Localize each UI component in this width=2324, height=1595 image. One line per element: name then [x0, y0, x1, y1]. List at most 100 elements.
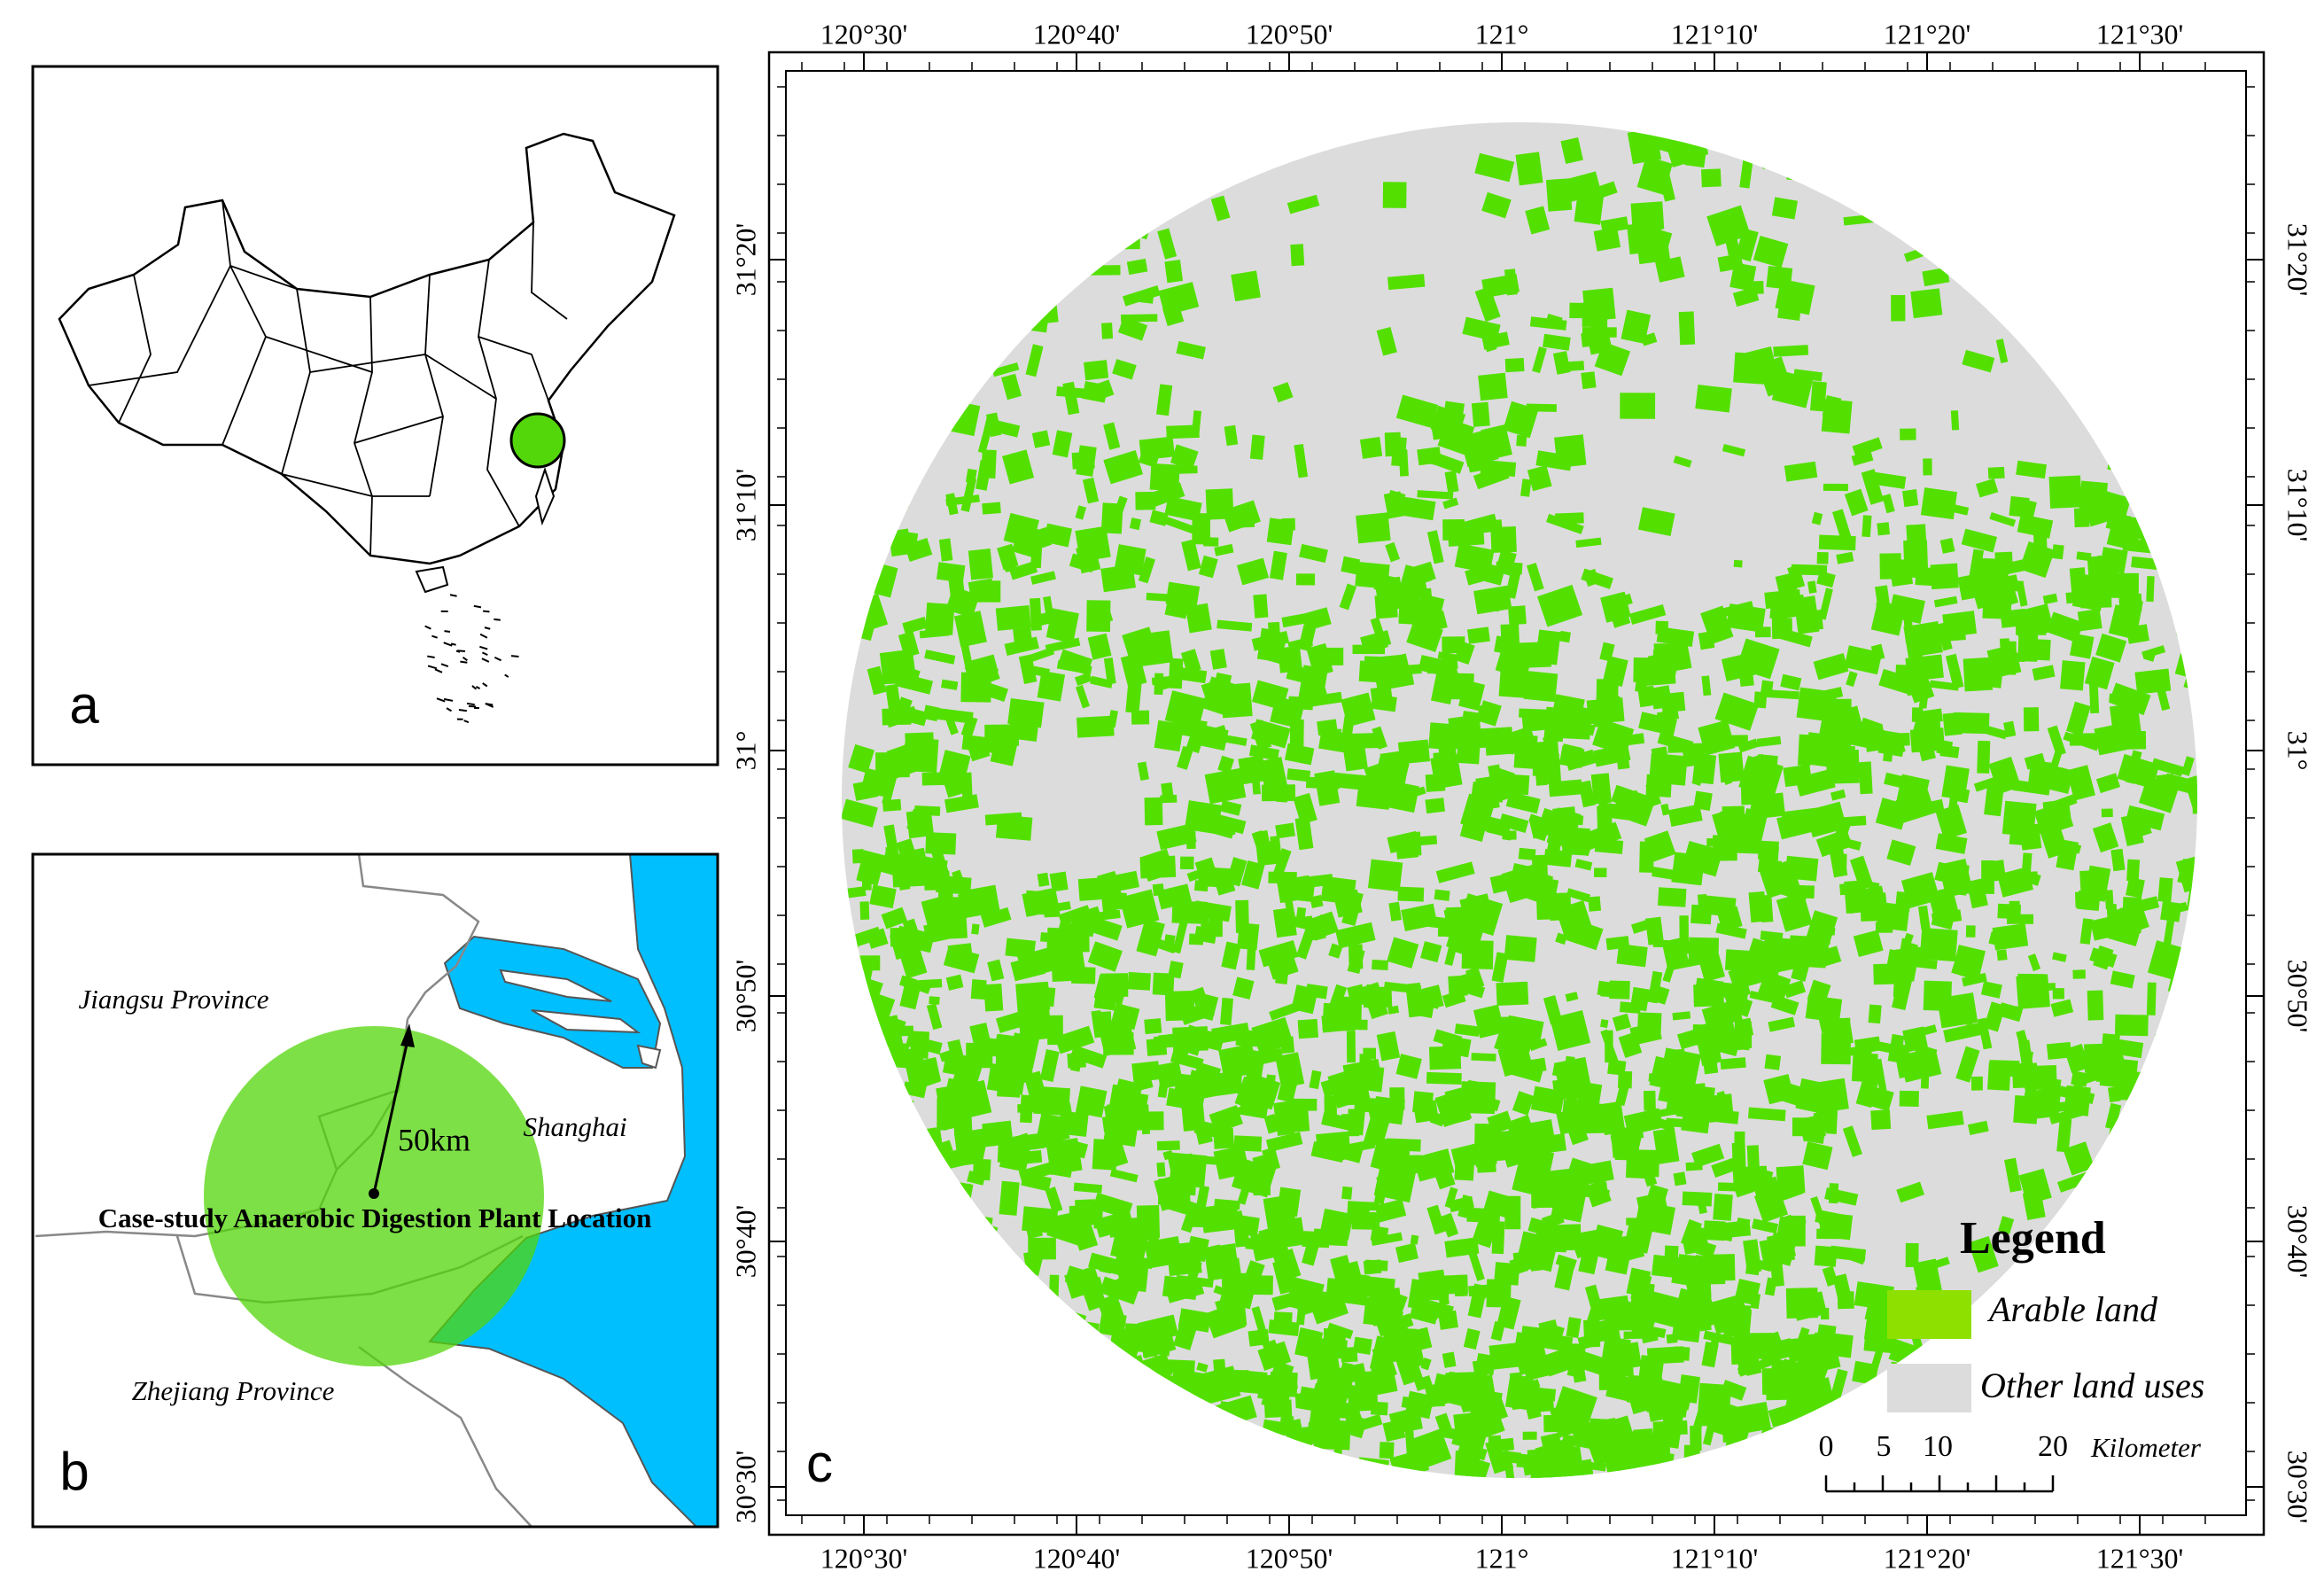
- lat-label: 30°50': [2282, 960, 2314, 1033]
- patch: [1196, 1362, 1209, 1373]
- patch: [1552, 351, 1571, 375]
- patch: [1574, 191, 1605, 225]
- patch: [1597, 1318, 1621, 1342]
- patch: [1155, 1061, 1184, 1090]
- patch: [2077, 609, 2102, 632]
- patch: [1950, 410, 1960, 431]
- patch: [1375, 654, 1408, 687]
- patch: [1121, 314, 1158, 323]
- patch: [1502, 1451, 1522, 1465]
- patch: [1522, 1459, 1554, 1476]
- patch: [1717, 601, 1754, 619]
- patch: [2013, 1094, 2039, 1124]
- patch: [1154, 1035, 1179, 1049]
- patch: [1616, 755, 1630, 770]
- patch: [1788, 1215, 1806, 1247]
- patch: [1276, 794, 1288, 803]
- taiwan: [534, 466, 556, 526]
- patch: [1987, 1062, 2011, 1091]
- patch: [1901, 489, 1919, 508]
- patch: [1554, 1028, 1571, 1044]
- patch: [1935, 833, 1968, 854]
- patch: [1724, 237, 1744, 269]
- patch: [1457, 1194, 1473, 1218]
- islands: [424, 594, 519, 724]
- patch: [1975, 478, 1999, 498]
- patch: [1139, 436, 1175, 461]
- patch: [1290, 244, 1305, 267]
- patch: [2032, 665, 2056, 681]
- plant-point: [369, 1188, 379, 1199]
- patch: [2126, 876, 2145, 899]
- patch: [2074, 1147, 2087, 1164]
- patch: [2069, 733, 2099, 746]
- patch: [1828, 1183, 1839, 1204]
- patch: [1397, 886, 1425, 902]
- patch: [1919, 927, 1958, 962]
- scale-unit: Kilometer: [2090, 1432, 2202, 1463]
- patch: [987, 959, 1005, 982]
- patch: [2108, 1085, 2121, 1103]
- patch: [1682, 1191, 1713, 1207]
- patch: [1176, 340, 1206, 360]
- patch: [1263, 1114, 1279, 1134]
- island: [481, 651, 488, 657]
- patch: [1768, 1016, 1796, 1032]
- patch: [936, 707, 974, 724]
- patch: [1653, 752, 1665, 765]
- patch: [2079, 480, 2108, 511]
- patch: [1620, 790, 1638, 812]
- island: [504, 673, 509, 678]
- patch: [1253, 1172, 1271, 1196]
- province-borders: [88, 199, 568, 556]
- patch: [1816, 551, 1829, 564]
- patch: [2073, 508, 2090, 528]
- patch: [1784, 461, 1818, 482]
- patch: [1903, 621, 1943, 658]
- island: [473, 604, 482, 609]
- patch: [2052, 952, 2067, 962]
- patch: [1173, 1322, 1198, 1350]
- patch: [968, 578, 996, 603]
- patch: [1814, 1245, 1838, 1267]
- radius-arrow: [372, 1031, 411, 1194]
- patch: [1862, 892, 1889, 921]
- patch: [1492, 877, 1507, 890]
- patch: [2087, 990, 2104, 1021]
- patch: [1087, 941, 1123, 972]
- patch: [1092, 1139, 1118, 1171]
- island: [443, 642, 453, 647]
- patch: [1893, 1043, 1911, 1061]
- patch: [1515, 152, 1543, 186]
- patch: [1387, 274, 1426, 291]
- patch: [1813, 652, 1849, 681]
- patch: [1347, 1201, 1371, 1218]
- patch: [1426, 530, 1444, 564]
- patch: [1775, 572, 1798, 595]
- patch: [936, 875, 972, 895]
- patch: [924, 602, 955, 635]
- patch: [1491, 952, 1509, 983]
- patch: [1247, 1328, 1270, 1347]
- patch: [1823, 483, 1848, 492]
- patch: [1364, 1259, 1388, 1272]
- patch: [1269, 1371, 1298, 1397]
- patch: [1550, 911, 1562, 922]
- patch: [1776, 1165, 1806, 1195]
- patch: [1560, 712, 1587, 727]
- patch: [2023, 707, 2040, 732]
- patch: [1896, 1181, 1925, 1203]
- patch: [1308, 1422, 1345, 1439]
- patch: [1436, 727, 1457, 762]
- patch: [1922, 267, 1950, 287]
- patch: [972, 1158, 991, 1181]
- lat-label: 30°50': [729, 960, 761, 1033]
- patch: [1883, 752, 1893, 762]
- patch: [1520, 478, 1532, 497]
- patch: [2101, 808, 2113, 818]
- patch: [1444, 1187, 1458, 1209]
- patch: [1750, 1293, 1761, 1310]
- patch: [1406, 619, 1443, 653]
- patch: [1978, 557, 2009, 590]
- patch: [1962, 349, 1995, 373]
